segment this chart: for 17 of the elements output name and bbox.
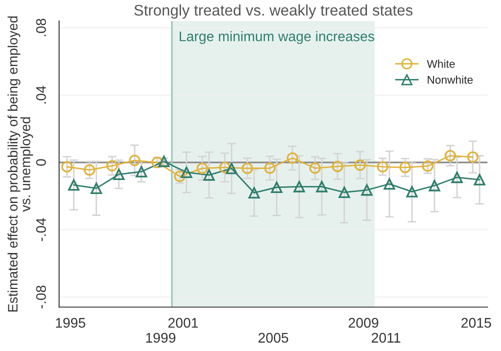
- x-tick-label: 2005: [258, 332, 288, 343]
- y-axis-title: Estimated effect on probability of being employed vs. unemployed: [8, 16, 33, 312]
- x-tick-label: 2009: [348, 318, 378, 328]
- chart-title: Strongly treated vs. weakly treated states: [134, 4, 412, 19]
- y-tick-label: -.04: [36, 218, 46, 242]
- legend-label: White: [426, 60, 455, 68]
- x-tick-label: 2015: [461, 318, 492, 328]
- x-tick-label: 2001: [168, 318, 198, 328]
- band-label: Large minimum wage increases: [180, 31, 374, 44]
- y-tick-label: .04: [36, 86, 46, 104]
- x-tick-label: 1999: [146, 332, 176, 343]
- x-tick-label: 2011: [372, 332, 400, 343]
- legend-label: Nonwhite: [428, 76, 473, 84]
- y-tick-label: -.08: [36, 286, 46, 308]
- x-tick-label: 1995: [56, 318, 86, 328]
- y-tick-label: .08: [36, 18, 46, 36]
- y-tick-label: 0: [36, 159, 46, 166]
